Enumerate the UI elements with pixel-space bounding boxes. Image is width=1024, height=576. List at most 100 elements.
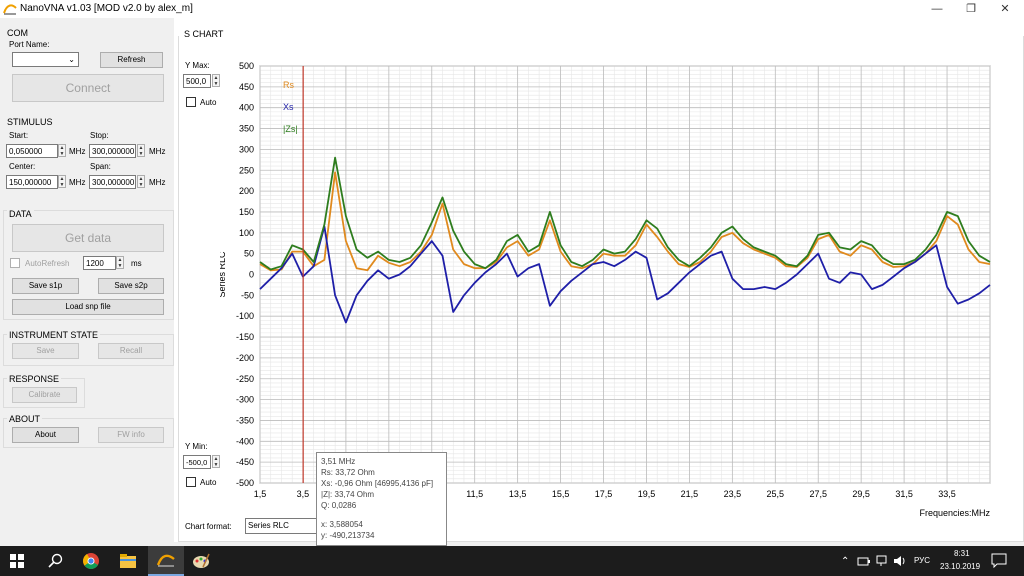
center-spinner[interactable]: ▲ ▼ bbox=[58, 175, 66, 188]
ymax-auto-checkbox[interactable] bbox=[186, 97, 196, 107]
input-language[interactable]: РУС bbox=[914, 556, 931, 565]
minimize-button[interactable]: — bbox=[931, 3, 943, 15]
app-logo-icon bbox=[3, 4, 17, 15]
y-tick-label: -400 bbox=[236, 436, 254, 446]
center-unit: MHz bbox=[69, 178, 86, 187]
x-tick-label: 29,5 bbox=[852, 489, 870, 499]
search-icon[interactable] bbox=[48, 553, 64, 569]
marker-tooltip: 3,51 MHz Rs: 33,72 Ohm Xs: -0,96 Ohm [46… bbox=[316, 452, 447, 546]
series-rlc-chart[interactable]: 500450400350300250200150100500-50-100-15… bbox=[220, 56, 1010, 526]
legend-entry: Xs bbox=[283, 102, 294, 112]
connect-button[interactable]: Connect bbox=[12, 74, 164, 102]
title-bar bbox=[0, 0, 1024, 18]
x-tick-label: 21,5 bbox=[681, 489, 699, 499]
y-tick-label: 250 bbox=[239, 165, 254, 175]
save-s1p-button[interactable]: Save s1p bbox=[12, 278, 79, 294]
window-title: NanoVNA v1.03 [MOD v2.0 by alex_m] bbox=[20, 3, 193, 14]
tooltip-y-label: y: bbox=[321, 531, 328, 540]
tooltip-x-row: x: 3,588054 bbox=[321, 519, 442, 530]
maximize-button[interactable]: ❐ bbox=[966, 3, 976, 15]
tooltip-frequency: 3,51 MHz bbox=[321, 457, 356, 466]
calibrate-button[interactable]: Calibrate bbox=[12, 387, 77, 403]
port-name-select[interactable]: ⌄ bbox=[12, 52, 79, 67]
y-tick-label: -200 bbox=[236, 353, 254, 363]
legend-entry: Rs bbox=[283, 80, 294, 90]
auto-refresh-checkbox[interactable] bbox=[10, 258, 20, 268]
interval-unit: ms bbox=[131, 259, 142, 268]
x-tick-label: 3,5 bbox=[297, 489, 310, 499]
nanovna-taskbar-button[interactable] bbox=[148, 546, 184, 576]
ymin-input[interactable]: -500,0 bbox=[183, 455, 211, 469]
y-tick-label: 400 bbox=[239, 103, 254, 113]
refresh-button[interactable]: Refresh bbox=[100, 52, 163, 68]
y-tick-label: -350 bbox=[236, 415, 254, 425]
stop-input[interactable]: 300,000000 bbox=[89, 144, 136, 158]
stop-spinner[interactable]: ▲ ▼ bbox=[137, 144, 145, 157]
windows-start-icon[interactable] bbox=[10, 554, 24, 568]
center-label: Center: bbox=[9, 162, 36, 171]
tooltip-xs-row: Xs: -0,96 Ohm [46995,4136 pF] bbox=[321, 478, 442, 489]
start-label: Start: bbox=[9, 131, 29, 140]
ymin-auto-checkbox[interactable] bbox=[186, 477, 196, 487]
span-input[interactable]: 300,000000 bbox=[89, 175, 136, 189]
span-spinner[interactable]: ▲ ▼ bbox=[137, 175, 145, 188]
chart-format-label: Chart format: bbox=[185, 522, 232, 531]
ymax-input[interactable]: 500,0 bbox=[183, 74, 211, 88]
tooltip-xs-value: -0,96 Ohm [46995,4136 pF] bbox=[334, 479, 434, 488]
ymax-spinner[interactable]: ▲ ▼ bbox=[212, 74, 220, 87]
tooltip-rs-row: Rs: 33,72 Ohm bbox=[321, 467, 442, 478]
save-state-button[interactable]: Save bbox=[12, 343, 79, 359]
stimulus-group-label: STIMULUS bbox=[7, 117, 53, 127]
y-tick-label: 50 bbox=[244, 249, 254, 259]
interval-spinner[interactable]: ▲ ▼ bbox=[116, 256, 124, 269]
nanovna-app-icon bbox=[157, 554, 175, 567]
ymin-spinner[interactable]: ▲ ▼ bbox=[212, 455, 220, 468]
tooltip-xs-label: Xs: bbox=[321, 479, 333, 488]
volume-icon[interactable] bbox=[893, 555, 907, 567]
tooltip-z-value: 33,74 Ohm bbox=[334, 490, 375, 499]
recall-state-button[interactable]: Recall bbox=[98, 343, 164, 359]
about-button[interactable]: About bbox=[12, 427, 79, 443]
center-input[interactable]: 150,000000 bbox=[6, 175, 58, 189]
port-name-label: Port Name: bbox=[9, 40, 50, 49]
tooltip-q-value: 0,0286 bbox=[331, 501, 357, 510]
fw-info-button[interactable]: FW info bbox=[98, 427, 164, 443]
y-tick-label: -100 bbox=[236, 311, 254, 321]
start-input[interactable]: 0,050000 bbox=[6, 144, 58, 158]
start-spinner[interactable]: ▲ ▼ bbox=[58, 144, 66, 157]
battery-icon[interactable] bbox=[857, 555, 871, 567]
tooltip-z-label: |Z|: bbox=[321, 490, 333, 499]
chevron-down-icon: ⌄ bbox=[68, 55, 75, 64]
y-tick-label: 300 bbox=[239, 144, 254, 154]
get-data-button[interactable]: Get data bbox=[12, 224, 164, 252]
y-tick-label: 500 bbox=[239, 61, 254, 71]
x-axis-label: Frequencies:MHz bbox=[919, 508, 990, 518]
save-s2p-button[interactable]: Save s2p bbox=[98, 278, 164, 294]
chart-title: S CHART bbox=[184, 29, 224, 39]
network-icon[interactable] bbox=[876, 555, 888, 567]
notifications-icon[interactable] bbox=[991, 553, 1007, 568]
x-tick-label: 17,5 bbox=[595, 489, 613, 499]
file-explorer-icon[interactable] bbox=[119, 553, 137, 569]
y-tick-label: 450 bbox=[239, 82, 254, 92]
close-button[interactable]: ✕ bbox=[1000, 3, 1010, 15]
tooltip-x-value: 3,588054 bbox=[329, 520, 363, 529]
interval-input[interactable]: 1200 bbox=[83, 256, 116, 270]
tray-chevron-up-icon[interactable]: ⌃ bbox=[841, 556, 850, 567]
x-tick-label: 25,5 bbox=[767, 489, 785, 499]
chrome-icon[interactable] bbox=[82, 552, 100, 570]
load-snp-button[interactable]: Load snp file bbox=[12, 299, 164, 315]
ymin-auto-label: Auto bbox=[200, 478, 217, 487]
clock-date[interactable]: 23.10.2019 bbox=[940, 562, 981, 571]
paint-app-icon[interactable] bbox=[192, 552, 210, 570]
tooltip-q-label: Q: bbox=[321, 501, 330, 510]
stop-label: Stop: bbox=[90, 131, 109, 140]
y-tick-label: -150 bbox=[236, 332, 254, 342]
clock-time[interactable]: 8:31 bbox=[954, 549, 970, 558]
tooltip-y-row: y: -490,213734 bbox=[321, 530, 442, 541]
data-group-label: DATA bbox=[7, 209, 34, 219]
tooltip-z-row: |Z|: 33,74 Ohm bbox=[321, 489, 442, 500]
span-label: Span: bbox=[90, 162, 111, 171]
ymax-auto-label: Auto bbox=[200, 98, 217, 107]
y-tick-label: 100 bbox=[239, 228, 254, 238]
